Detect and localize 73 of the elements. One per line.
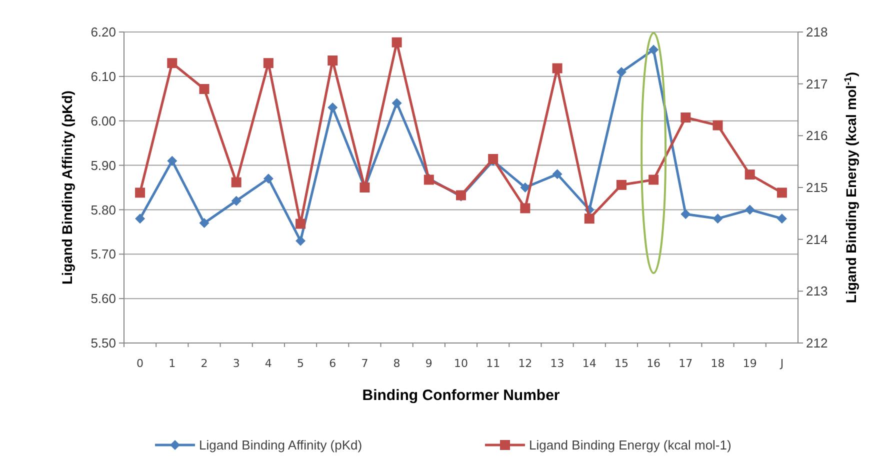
y2-tick-label: 212 <box>806 336 828 351</box>
point <box>520 182 530 192</box>
point <box>712 214 723 224</box>
y-axis-title: Ligand Binding Affinity (pKd) <box>59 90 75 284</box>
point <box>296 218 306 229</box>
y2-tick-label: 218 <box>806 24 828 40</box>
legend-label: Ligand Binding Affinity (pKd) <box>199 438 362 453</box>
point <box>296 236 306 246</box>
point <box>744 170 755 180</box>
y-tick-label: 6.10 <box>90 68 116 84</box>
point <box>744 204 755 215</box>
point <box>776 188 787 198</box>
point <box>616 66 626 77</box>
point <box>520 203 530 214</box>
x-tick-label: 15 <box>614 357 628 370</box>
y-tick-label: 5.60 <box>90 291 116 306</box>
x-tick-label: 3 <box>232 357 240 370</box>
x-tick-label: 10 <box>454 357 468 370</box>
x-tick-label: 18 <box>710 357 725 370</box>
y2-tick-label: 213 <box>806 284 828 299</box>
y-tick-label: 5.70 <box>90 246 116 262</box>
point <box>199 218 210 228</box>
legend-label: Ligand Binding Energy (kcal mol-1) <box>529 438 732 453</box>
x-tick-label: 4 <box>264 357 272 370</box>
y-tick-label: 5.50 <box>90 336 116 351</box>
point <box>263 58 274 68</box>
x-tick-label: 8 <box>393 357 400 370</box>
x-tick-label: J <box>779 357 784 370</box>
point <box>231 177 242 188</box>
x-tick-label: 13 <box>550 357 564 370</box>
point <box>328 56 338 66</box>
point <box>199 84 210 94</box>
y2-tick-label: 214 <box>806 232 828 247</box>
point <box>328 102 338 113</box>
point <box>167 156 178 166</box>
x-tick-label: 16 <box>646 357 661 370</box>
x-tick-label: 14 <box>582 357 596 370</box>
y2-tick-label: 215 <box>806 180 828 196</box>
point <box>648 174 659 185</box>
x-tick-label: 11 <box>486 357 500 370</box>
y-tick-label: 6.00 <box>90 113 116 128</box>
y-tick-label: 5.80 <box>90 202 116 218</box>
x-tick-label: 9 <box>425 357 432 370</box>
x-tick-label: 5 <box>297 357 304 370</box>
point <box>552 63 562 74</box>
y-tick-label: 5.90 <box>90 158 116 173</box>
x-tick-label: 12 <box>518 357 532 370</box>
x-tick-label: 1 <box>168 357 176 370</box>
point <box>392 98 402 108</box>
point <box>616 180 626 190</box>
x-tick-label: 17 <box>678 357 693 370</box>
x-tick-label: 6 <box>329 357 336 370</box>
point <box>712 120 723 130</box>
point <box>584 214 594 224</box>
x-axis-title: Binding Conformer Number <box>362 387 560 404</box>
x-tick-label: 0 <box>136 357 144 370</box>
point <box>680 112 691 123</box>
y-tick-label: 6.20 <box>90 24 116 40</box>
x-tick-label: 7 <box>361 357 368 370</box>
point <box>680 209 691 220</box>
y2-tick-label: 216 <box>806 128 828 144</box>
point <box>167 58 178 68</box>
point <box>263 174 274 184</box>
point <box>392 37 402 48</box>
point <box>776 214 787 224</box>
point <box>552 169 562 180</box>
point <box>231 196 242 206</box>
point <box>135 188 146 198</box>
y2-tick-label: 217 <box>806 76 828 92</box>
x-tick-label: 2 <box>200 357 208 370</box>
point <box>135 214 146 224</box>
point <box>648 44 659 55</box>
x-tick-label: 19 <box>742 357 757 370</box>
